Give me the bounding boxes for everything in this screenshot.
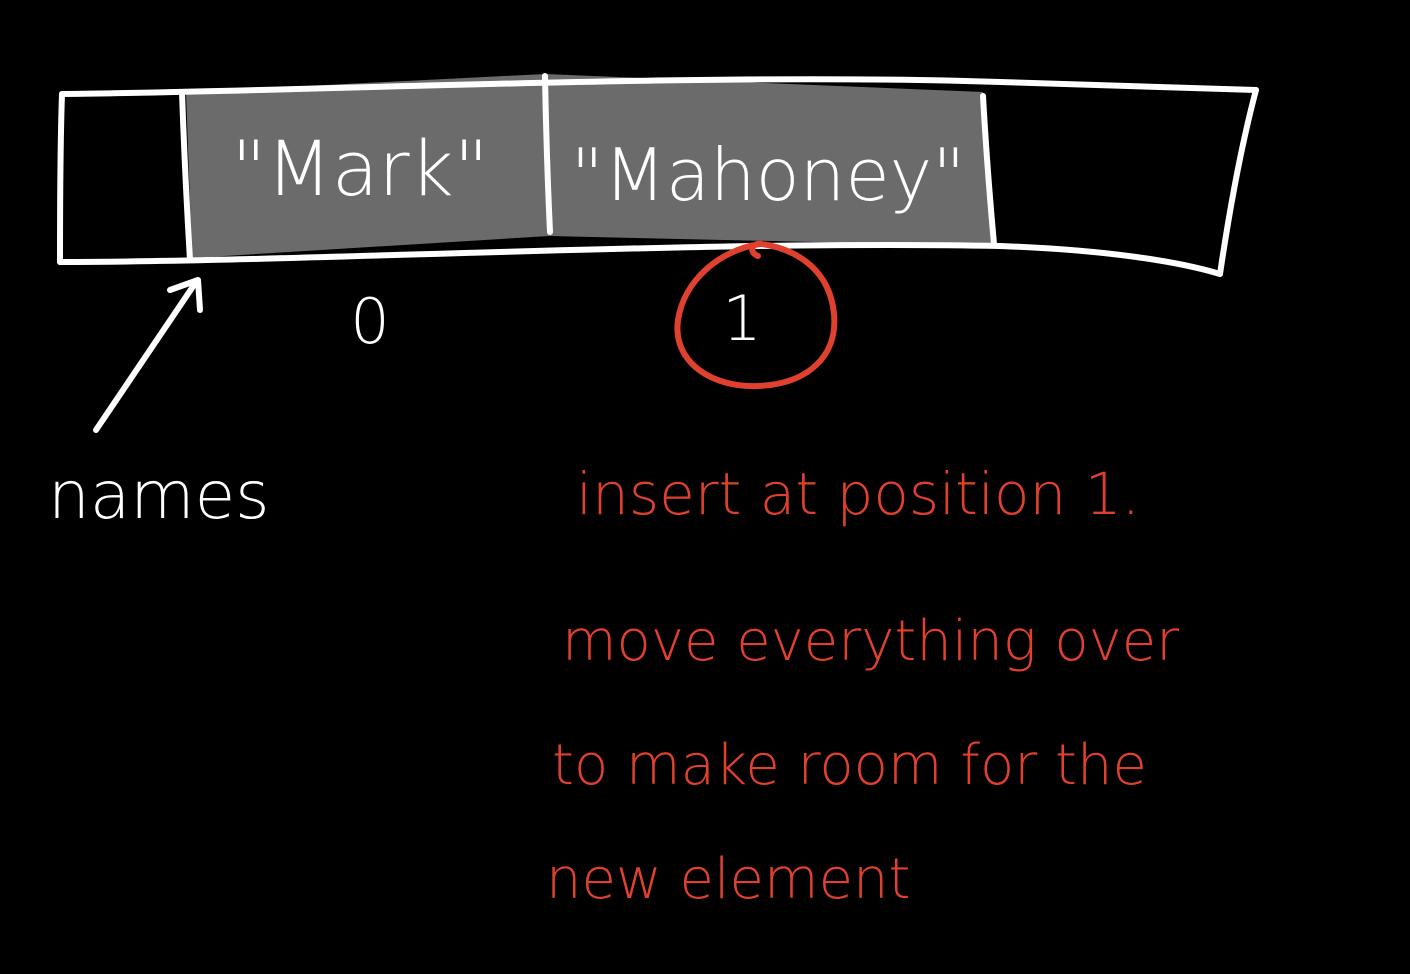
variable-label-names: names: [48, 457, 270, 534]
highlight-circle: [674, 240, 838, 390]
cell-value-mahoney: "Mahoney": [571, 133, 966, 217]
annotation-line-1: insert at position 1.: [576, 460, 1140, 528]
cell-fill-mahoney: [545, 74, 992, 246]
annotation-line-2: move everything over: [562, 609, 1179, 674]
index-label-1: 1: [722, 282, 761, 355]
arrow-icon: [93, 277, 203, 433]
cell-value-mark: "Mark": [231, 124, 488, 213]
array-outline: [57, 73, 1259, 277]
cell-fill-mark: [186, 74, 549, 258]
index-label-0: 0: [350, 285, 389, 358]
annotation-line-3: to make room for the: [552, 733, 1147, 798]
annotation-line-4: new element: [546, 847, 910, 912]
